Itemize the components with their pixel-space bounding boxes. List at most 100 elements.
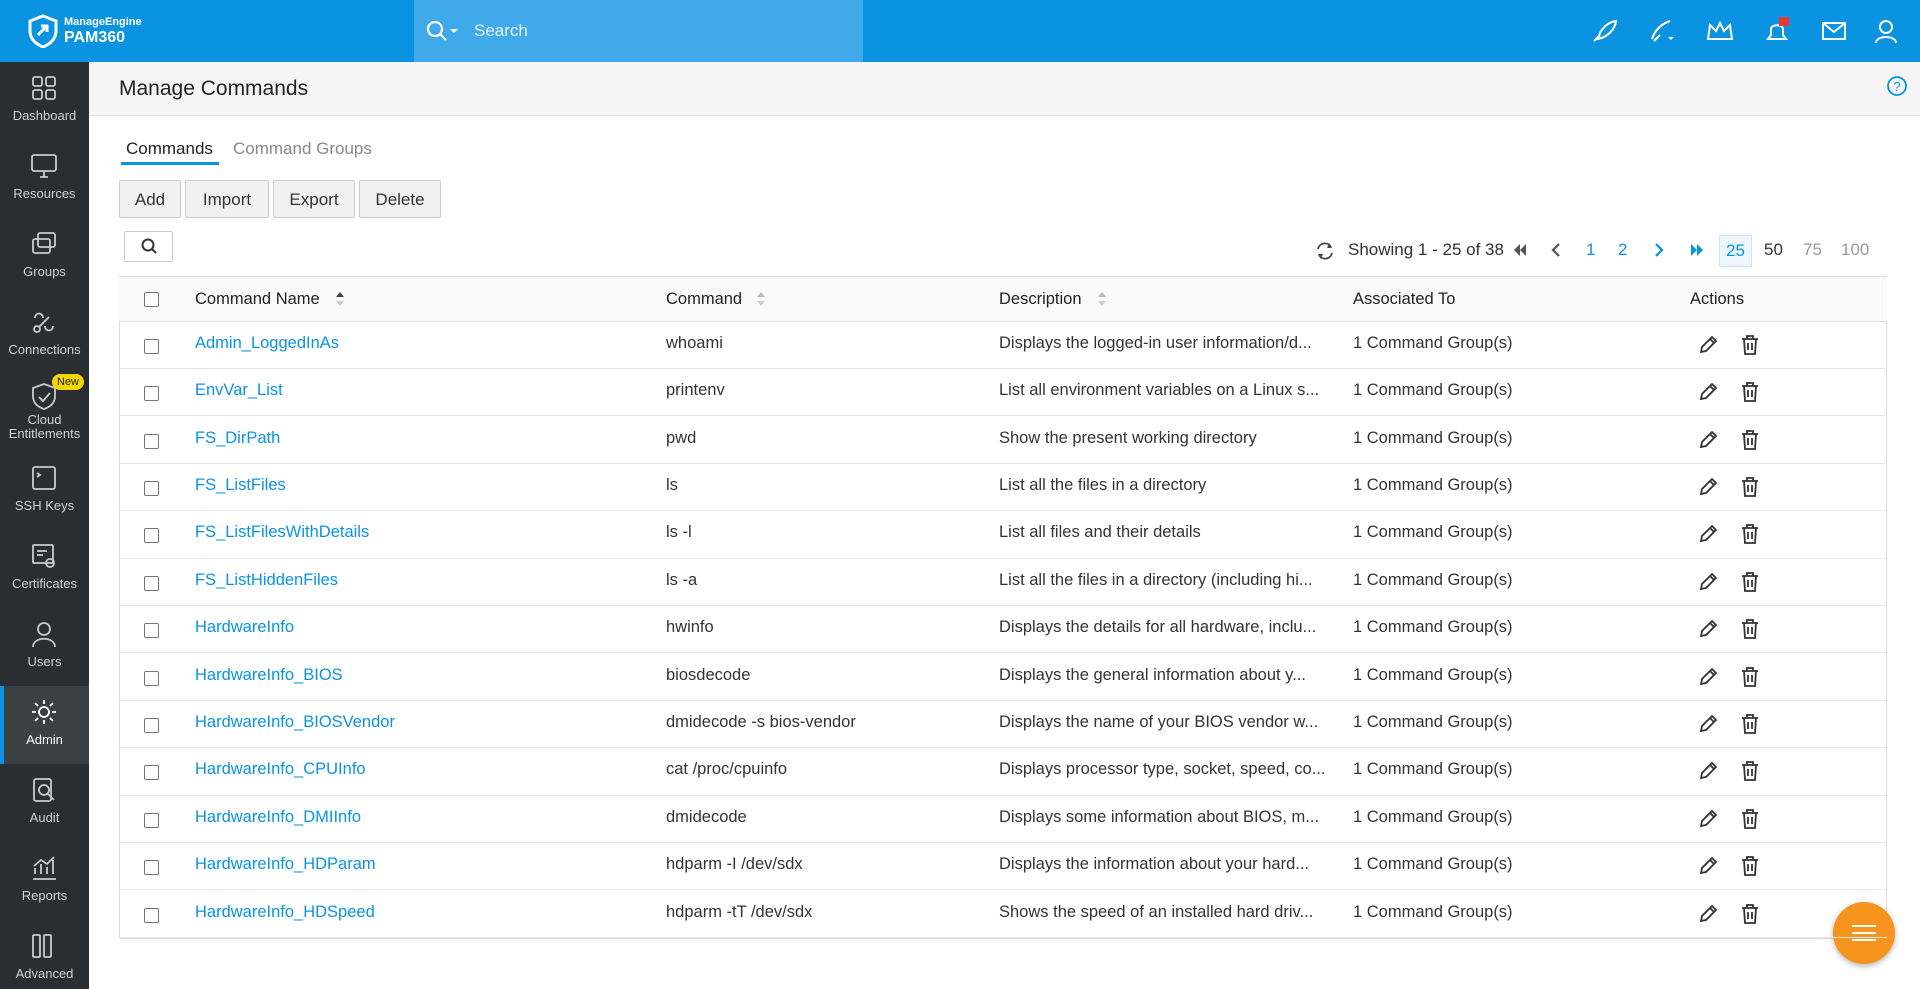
page-step[interactable] [1652, 241, 1672, 264]
delete-icon[interactable] [1739, 855, 1761, 882]
sidebar-item[interactable]: Reports [0, 842, 89, 920]
edit-icon-svg [1699, 762, 1718, 780]
table-cell: cat /proc/cpuinfo [666, 760, 788, 779]
command-link[interactable]: HardwareInfo_HDParam [195, 855, 376, 874]
sidebar-item[interactable]: SSH Keys [0, 452, 89, 530]
header-checkbox[interactable] [144, 292, 159, 307]
edit-icon[interactable] [1697, 808, 1719, 835]
command-link[interactable]: FS_DirPath [195, 428, 281, 447]
delete-icon[interactable] [1739, 429, 1761, 456]
sidebar-label: Dashboard [12, 108, 77, 123]
delete-icon[interactable] [1739, 760, 1761, 787]
sidebar-item[interactable]: Resources [0, 140, 89, 218]
page-jump[interactable] [1687, 241, 1707, 264]
delete-icon-svg [1742, 476, 1758, 497]
sidebar-item[interactable]: Certificates [0, 530, 89, 608]
page-link[interactable]: 2 [1618, 240, 1628, 259]
page-size[interactable]: 75 [1803, 240, 1822, 259]
action-button[interactable]: Add [119, 180, 181, 218]
page-jump[interactable] [1510, 241, 1530, 264]
sidebar-item[interactable]: Advanced [0, 920, 89, 989]
sidebar-item[interactable]: Audit [0, 764, 89, 842]
sidebar-item[interactable]: Connections [0, 296, 89, 374]
edit-icon[interactable] [1697, 855, 1719, 882]
edit-icon[interactable] [1697, 334, 1719, 361]
delete-icon[interactable] [1739, 476, 1761, 503]
page-size[interactable]: 100 [1841, 240, 1870, 259]
row-checkbox[interactable] [144, 860, 159, 876]
sidebar-label: Certificates [11, 576, 78, 591]
delete-icon[interactable] [1739, 381, 1761, 408]
edit-icon[interactable] [1697, 903, 1719, 930]
delete-icon[interactable] [1739, 666, 1761, 693]
edit-icon[interactable] [1697, 618, 1719, 645]
action-button[interactable]: Export [273, 180, 355, 218]
row-checkbox[interactable] [144, 717, 159, 733]
edit-icon[interactable] [1697, 713, 1719, 740]
command-link[interactable]: HardwareInfo_DMIInfo [195, 807, 361, 826]
search-box[interactable]: Search [414, 0, 863, 62]
help-icon[interactable]: ? [1886, 75, 1908, 97]
table-search[interactable] [124, 231, 173, 262]
row-checkbox[interactable] [144, 480, 159, 496]
row-checkbox[interactable] [144, 812, 159, 828]
delete-icon[interactable] [1739, 713, 1761, 740]
page-size[interactable]: 25 [1719, 235, 1752, 267]
sidebar-item[interactable]: Cloud Entitlements New [0, 374, 89, 452]
command-link[interactable]: HardwareInfo_BIOS [195, 665, 343, 684]
row-checkbox[interactable] [144, 386, 159, 402]
command-link[interactable]: HardwareInfo_CPUInfo [195, 760, 366, 779]
row-checkbox[interactable] [144, 575, 159, 591]
sidebar-item[interactable]: Groups [0, 218, 89, 296]
sidebar-item[interactable]: Admin [0, 686, 89, 764]
delete-icon[interactable] [1739, 571, 1761, 598]
sidebar-icon-svg [32, 383, 56, 410]
command-link[interactable]: EnvVar_List [195, 381, 283, 400]
page-step[interactable] [1549, 241, 1569, 264]
sidebar-icon [30, 698, 58, 729]
sort-icon[interactable] [335, 290, 345, 313]
refresh-icon[interactable] [1314, 240, 1336, 267]
tab-active[interactable]: Commands [126, 139, 213, 158]
action-button[interactable]: Delete [359, 180, 441, 218]
command-link[interactable]: FS_ListFilesWithDetails [195, 523, 370, 542]
svg-text:?: ? [1893, 79, 1900, 94]
command-link[interactable]: HardwareInfo [195, 618, 295, 637]
sort-icon[interactable] [756, 290, 766, 313]
tab[interactable]: Command Groups [233, 139, 372, 158]
delete-icon[interactable] [1739, 523, 1761, 550]
delete-icon[interactable] [1739, 334, 1761, 361]
page-size[interactable]: 50 [1764, 240, 1783, 259]
edit-icon[interactable] [1697, 381, 1719, 408]
page-link[interactable]: 1 [1586, 240, 1596, 259]
delete-icon[interactable] [1739, 808, 1761, 835]
command-link[interactable]: Admin_LoggedInAs [195, 333, 340, 352]
sort-icon[interactable] [1097, 290, 1107, 313]
row-checkbox[interactable] [144, 528, 159, 544]
column-header: Actions [1690, 290, 1745, 308]
delete-icon[interactable] [1739, 903, 1761, 930]
edit-icon[interactable] [1697, 429, 1719, 456]
row-checkbox[interactable] [144, 670, 159, 686]
top-icons[interactable] [1590, 17, 1910, 47]
command-link[interactable]: HardwareInfo_BIOSVendor [195, 712, 395, 731]
fab-menu[interactable] [1833, 902, 1895, 964]
command-link[interactable]: FS_ListFiles [195, 475, 286, 494]
command-link[interactable]: HardwareInfo_HDSpeed [195, 902, 375, 921]
edit-icon[interactable] [1697, 666, 1719, 693]
sidebar-item[interactable]: Dashboard [0, 62, 89, 140]
row-checkbox[interactable] [144, 338, 159, 354]
action-button[interactable]: Import [185, 180, 269, 218]
row-checkbox[interactable] [144, 433, 159, 449]
delete-icon[interactable] [1739, 618, 1761, 645]
table-cell: 1 Command Group(s) [1353, 618, 1513, 637]
row-checkbox[interactable] [144, 623, 159, 639]
edit-icon[interactable] [1697, 760, 1719, 787]
edit-icon[interactable] [1697, 523, 1719, 550]
sidebar-item[interactable]: Users [0, 608, 89, 686]
edit-icon[interactable] [1697, 571, 1719, 598]
row-checkbox[interactable] [144, 907, 159, 923]
row-checkbox[interactable] [144, 765, 159, 781]
edit-icon[interactable] [1697, 476, 1719, 503]
command-link[interactable]: FS_ListHiddenFiles [195, 570, 339, 589]
